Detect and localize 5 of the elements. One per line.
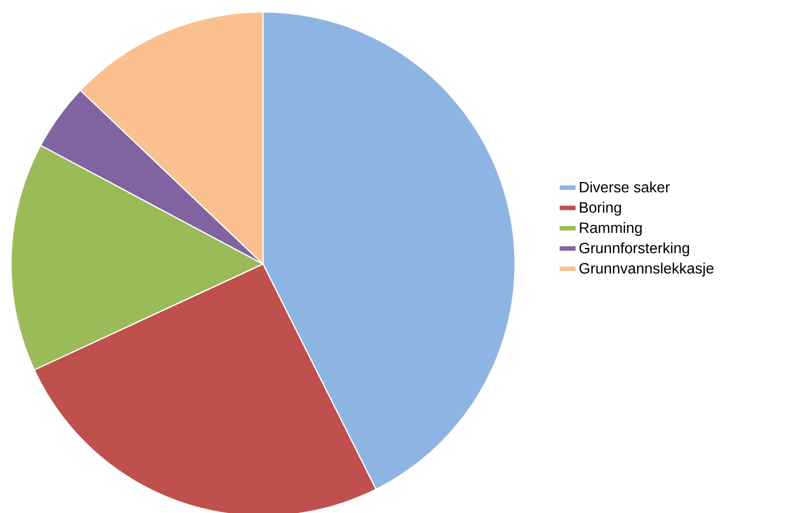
legend-label: Grunnforsterking bbox=[579, 242, 690, 256]
legend-label: Grunnvannslekkasje bbox=[579, 262, 714, 277]
legend-label: Ramming bbox=[580, 222, 642, 236]
legend-label: Diverse saker bbox=[580, 181, 670, 192]
legend-label: Boring bbox=[580, 202, 621, 216]
